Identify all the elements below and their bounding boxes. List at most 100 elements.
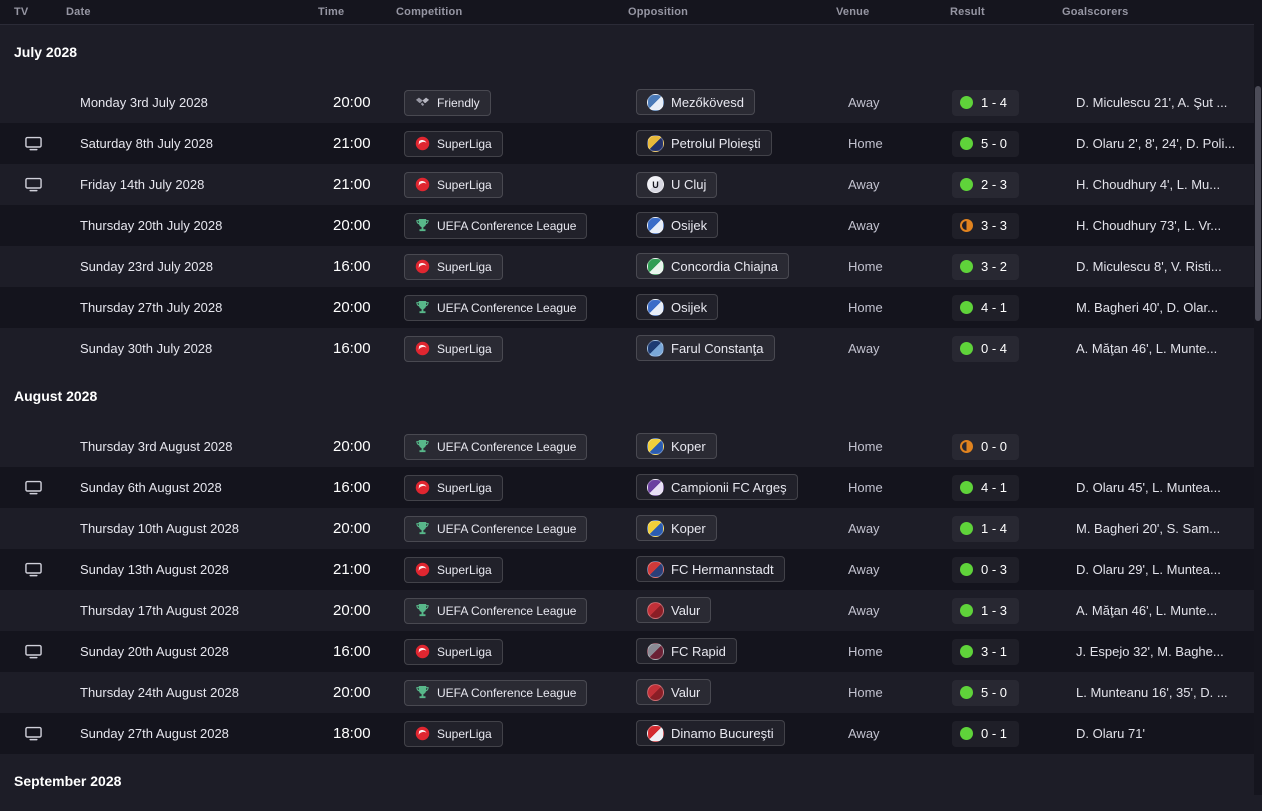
- competition-cell: UEFA Conference League: [396, 433, 628, 460]
- competition-badge[interactable]: SuperLiga: [404, 556, 503, 583]
- opposition-cell: Dinamo Bucureşti: [628, 720, 836, 747]
- competition-badge[interactable]: SuperLiga: [404, 130, 503, 157]
- result-cell: 2 - 3: [950, 171, 1062, 198]
- fixture-row[interactable]: Sunday 6th August 2028 16:00 SuperLiga Camp…: [0, 467, 1254, 508]
- venue: Away: [848, 341, 880, 356]
- club-crest: [647, 642, 664, 660]
- column-header-time[interactable]: Time: [318, 6, 345, 18]
- opposition-name: Osijek: [671, 217, 708, 233]
- result-pill[interactable]: 3 - 2: [952, 253, 1020, 280]
- opposition-badge[interactable]: Petrolul Ploieşti: [636, 130, 772, 157]
- opposition-name: Farul Constanţa: [671, 340, 764, 356]
- competition-badge[interactable]: SuperLiga: [404, 474, 503, 501]
- result-pill[interactable]: 0 - 3: [952, 556, 1020, 583]
- column-header-venue[interactable]: Venue: [836, 6, 870, 18]
- club-crest: [647, 519, 664, 537]
- month-header: July 2028: [14, 44, 78, 60]
- result-pill[interactable]: 1 - 4: [952, 515, 1020, 542]
- result-pill[interactable]: 3 - 3: [952, 212, 1020, 239]
- column-header-date[interactable]: Date: [66, 6, 91, 18]
- competition-badge[interactable]: SuperLiga: [404, 720, 503, 747]
- scrollbar[interactable]: [1254, 24, 1262, 795]
- opposition-badge[interactable]: Concordia Chiajna: [636, 253, 789, 280]
- competition-cell: SuperLiga: [396, 335, 628, 362]
- opposition-badge[interactable]: Mezőkövesd: [636, 89, 755, 116]
- competition-cell: SuperLiga: [396, 720, 628, 747]
- result-pill[interactable]: 0 - 0: [952, 433, 1020, 460]
- opposition-badge[interactable]: U U Cluj: [636, 171, 718, 198]
- competition-cell: UEFA Conference League: [396, 515, 628, 542]
- column-header-goalscorers[interactable]: Goalscorers: [1062, 6, 1129, 18]
- fixture-row[interactable]: Thursday 27th July 2028 20:00 UEFA Confere…: [0, 287, 1254, 328]
- column-header-tv[interactable]: TV: [14, 6, 29, 18]
- fixture-row[interactable]: Saturday 8th July 2028 21:00 SuperLiga Petr…: [0, 123, 1254, 164]
- competition-badge[interactable]: UEFA Conference League: [404, 294, 588, 321]
- fixture-row[interactable]: Friday 14th July 2028 21:00 SuperLiga U U Cl…: [0, 164, 1254, 205]
- goalscorers: J. Espejo 32', M. Baghe...: [1076, 644, 1224, 659]
- column-header-competition[interactable]: Competition: [396, 6, 463, 18]
- result-pill[interactable]: 5 - 0: [952, 130, 1020, 157]
- opposition-badge[interactable]: Campionii FC Argeş: [636, 474, 798, 501]
- competition-badge[interactable]: SuperLiga: [404, 335, 503, 362]
- competition-badge[interactable]: UEFA Conference League: [404, 597, 588, 624]
- opposition-badge[interactable]: FC Hermannstadt: [636, 556, 785, 583]
- opposition-cell: U U Cluj: [628, 171, 836, 198]
- competition-cell: UEFA Conference League: [396, 212, 628, 239]
- column-header-opposition[interactable]: Opposition: [628, 6, 689, 18]
- competition-badge[interactable]: SuperLiga: [404, 171, 503, 198]
- result-pill[interactable]: 3 - 1: [952, 638, 1020, 665]
- competition-badge[interactable]: UEFA Conference League: [404, 212, 588, 239]
- opposition-badge[interactable]: Valur: [636, 679, 712, 706]
- result-score: 3 - 3: [981, 218, 1008, 233]
- fixture-time: 20:00: [333, 299, 371, 316]
- result-pill[interactable]: 4 - 1: [952, 474, 1020, 501]
- fixture-row[interactable]: Sunday 13th August 2028 21:00 SuperLiga FC …: [0, 549, 1254, 590]
- tv-icon: [24, 562, 42, 577]
- fixture-row[interactable]: Thursday 10th August 2028 20:00 UEFA Confe…: [0, 508, 1254, 549]
- competition-label: Friendly: [437, 95, 480, 110]
- fixture-row[interactable]: Monday 3rd July 2028 20:00 Friendly Mezőköv…: [0, 82, 1254, 123]
- competition-badge[interactable]: SuperLiga: [404, 638, 503, 665]
- fixture-row[interactable]: Sunday 20th August 2028 16:00 SuperLiga FC …: [0, 631, 1254, 672]
- opposition-badge[interactable]: Koper: [636, 515, 717, 542]
- result-pill[interactable]: 0 - 1: [952, 720, 1020, 747]
- competition-badge[interactable]: UEFA Conference League: [404, 679, 588, 706]
- month-header: August 2028: [14, 388, 98, 404]
- opposition-badge[interactable]: Koper: [636, 433, 717, 460]
- result-pill[interactable]: 1 - 4: [952, 89, 1020, 116]
- competition-badge[interactable]: UEFA Conference League: [404, 433, 588, 460]
- venue: Away: [848, 562, 880, 577]
- competition-badge[interactable]: Friendly: [404, 89, 491, 116]
- competition-badge[interactable]: SuperLiga: [404, 253, 503, 280]
- opposition-badge[interactable]: Osijek: [636, 212, 719, 239]
- fixture-row[interactable]: Sunday 23rd July 2028 16:00 SuperLiga Conco…: [0, 246, 1254, 287]
- fixture-time: 21:00: [333, 135, 371, 152]
- opposition-badge[interactable]: Osijek: [636, 294, 719, 321]
- goalscorers: H. Choudhury 4', L. Mu...: [1076, 177, 1221, 192]
- result-pill[interactable]: 4 - 1: [952, 294, 1020, 321]
- tv-icon: [24, 136, 42, 151]
- competition-cell: UEFA Conference League: [396, 294, 628, 321]
- fixture-row[interactable]: Sunday 27th August 2028 18:00 SuperLiga Din…: [0, 713, 1254, 754]
- fixture-date: Thursday 3rd August 2028: [80, 439, 233, 454]
- result-pill[interactable]: 2 - 3: [952, 171, 1020, 198]
- opposition-badge[interactable]: Valur: [636, 597, 712, 624]
- competition-badge[interactable]: UEFA Conference League: [404, 515, 588, 542]
- column-header-result[interactable]: Result: [950, 6, 985, 18]
- result-pill[interactable]: 1 - 3: [952, 597, 1020, 624]
- tv-cell: [0, 672, 66, 713]
- goalscorers: M. Bagheri 40', D. Olar...: [1076, 300, 1218, 315]
- result-pill[interactable]: 5 - 0: [952, 679, 1020, 706]
- fixture-row[interactable]: Sunday 30th July 2028 16:00 SuperLiga Farul…: [0, 328, 1254, 369]
- opposition-badge[interactable]: FC Rapid: [636, 638, 737, 665]
- opposition-badge[interactable]: Dinamo Bucureşti: [636, 720, 785, 747]
- fixture-row[interactable]: Thursday 17th August 2028 20:00 UEFA Confe…: [0, 590, 1254, 631]
- venue: Home: [848, 300, 883, 315]
- scrollbar-thumb[interactable]: [1255, 86, 1261, 321]
- opposition-badge[interactable]: Farul Constanţa: [636, 335, 775, 362]
- result-pill[interactable]: 0 - 4: [952, 335, 1020, 362]
- club-crest: [647, 478, 664, 496]
- fixture-row[interactable]: Thursday 3rd August 2028 20:00 UEFA Confer…: [0, 426, 1254, 467]
- fixture-row[interactable]: Thursday 20th July 2028 20:00 UEFA Confere…: [0, 205, 1254, 246]
- fixture-row[interactable]: Thursday 24th August 2028 20:00 UEFA Confe…: [0, 672, 1254, 713]
